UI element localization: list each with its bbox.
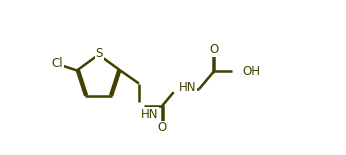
Text: HN: HN	[141, 108, 158, 121]
Text: O: O	[209, 43, 219, 56]
Text: HN: HN	[179, 81, 196, 94]
Text: Cl: Cl	[51, 57, 63, 70]
Text: O: O	[157, 121, 166, 134]
Text: S: S	[95, 47, 103, 60]
Text: OH: OH	[242, 65, 260, 78]
